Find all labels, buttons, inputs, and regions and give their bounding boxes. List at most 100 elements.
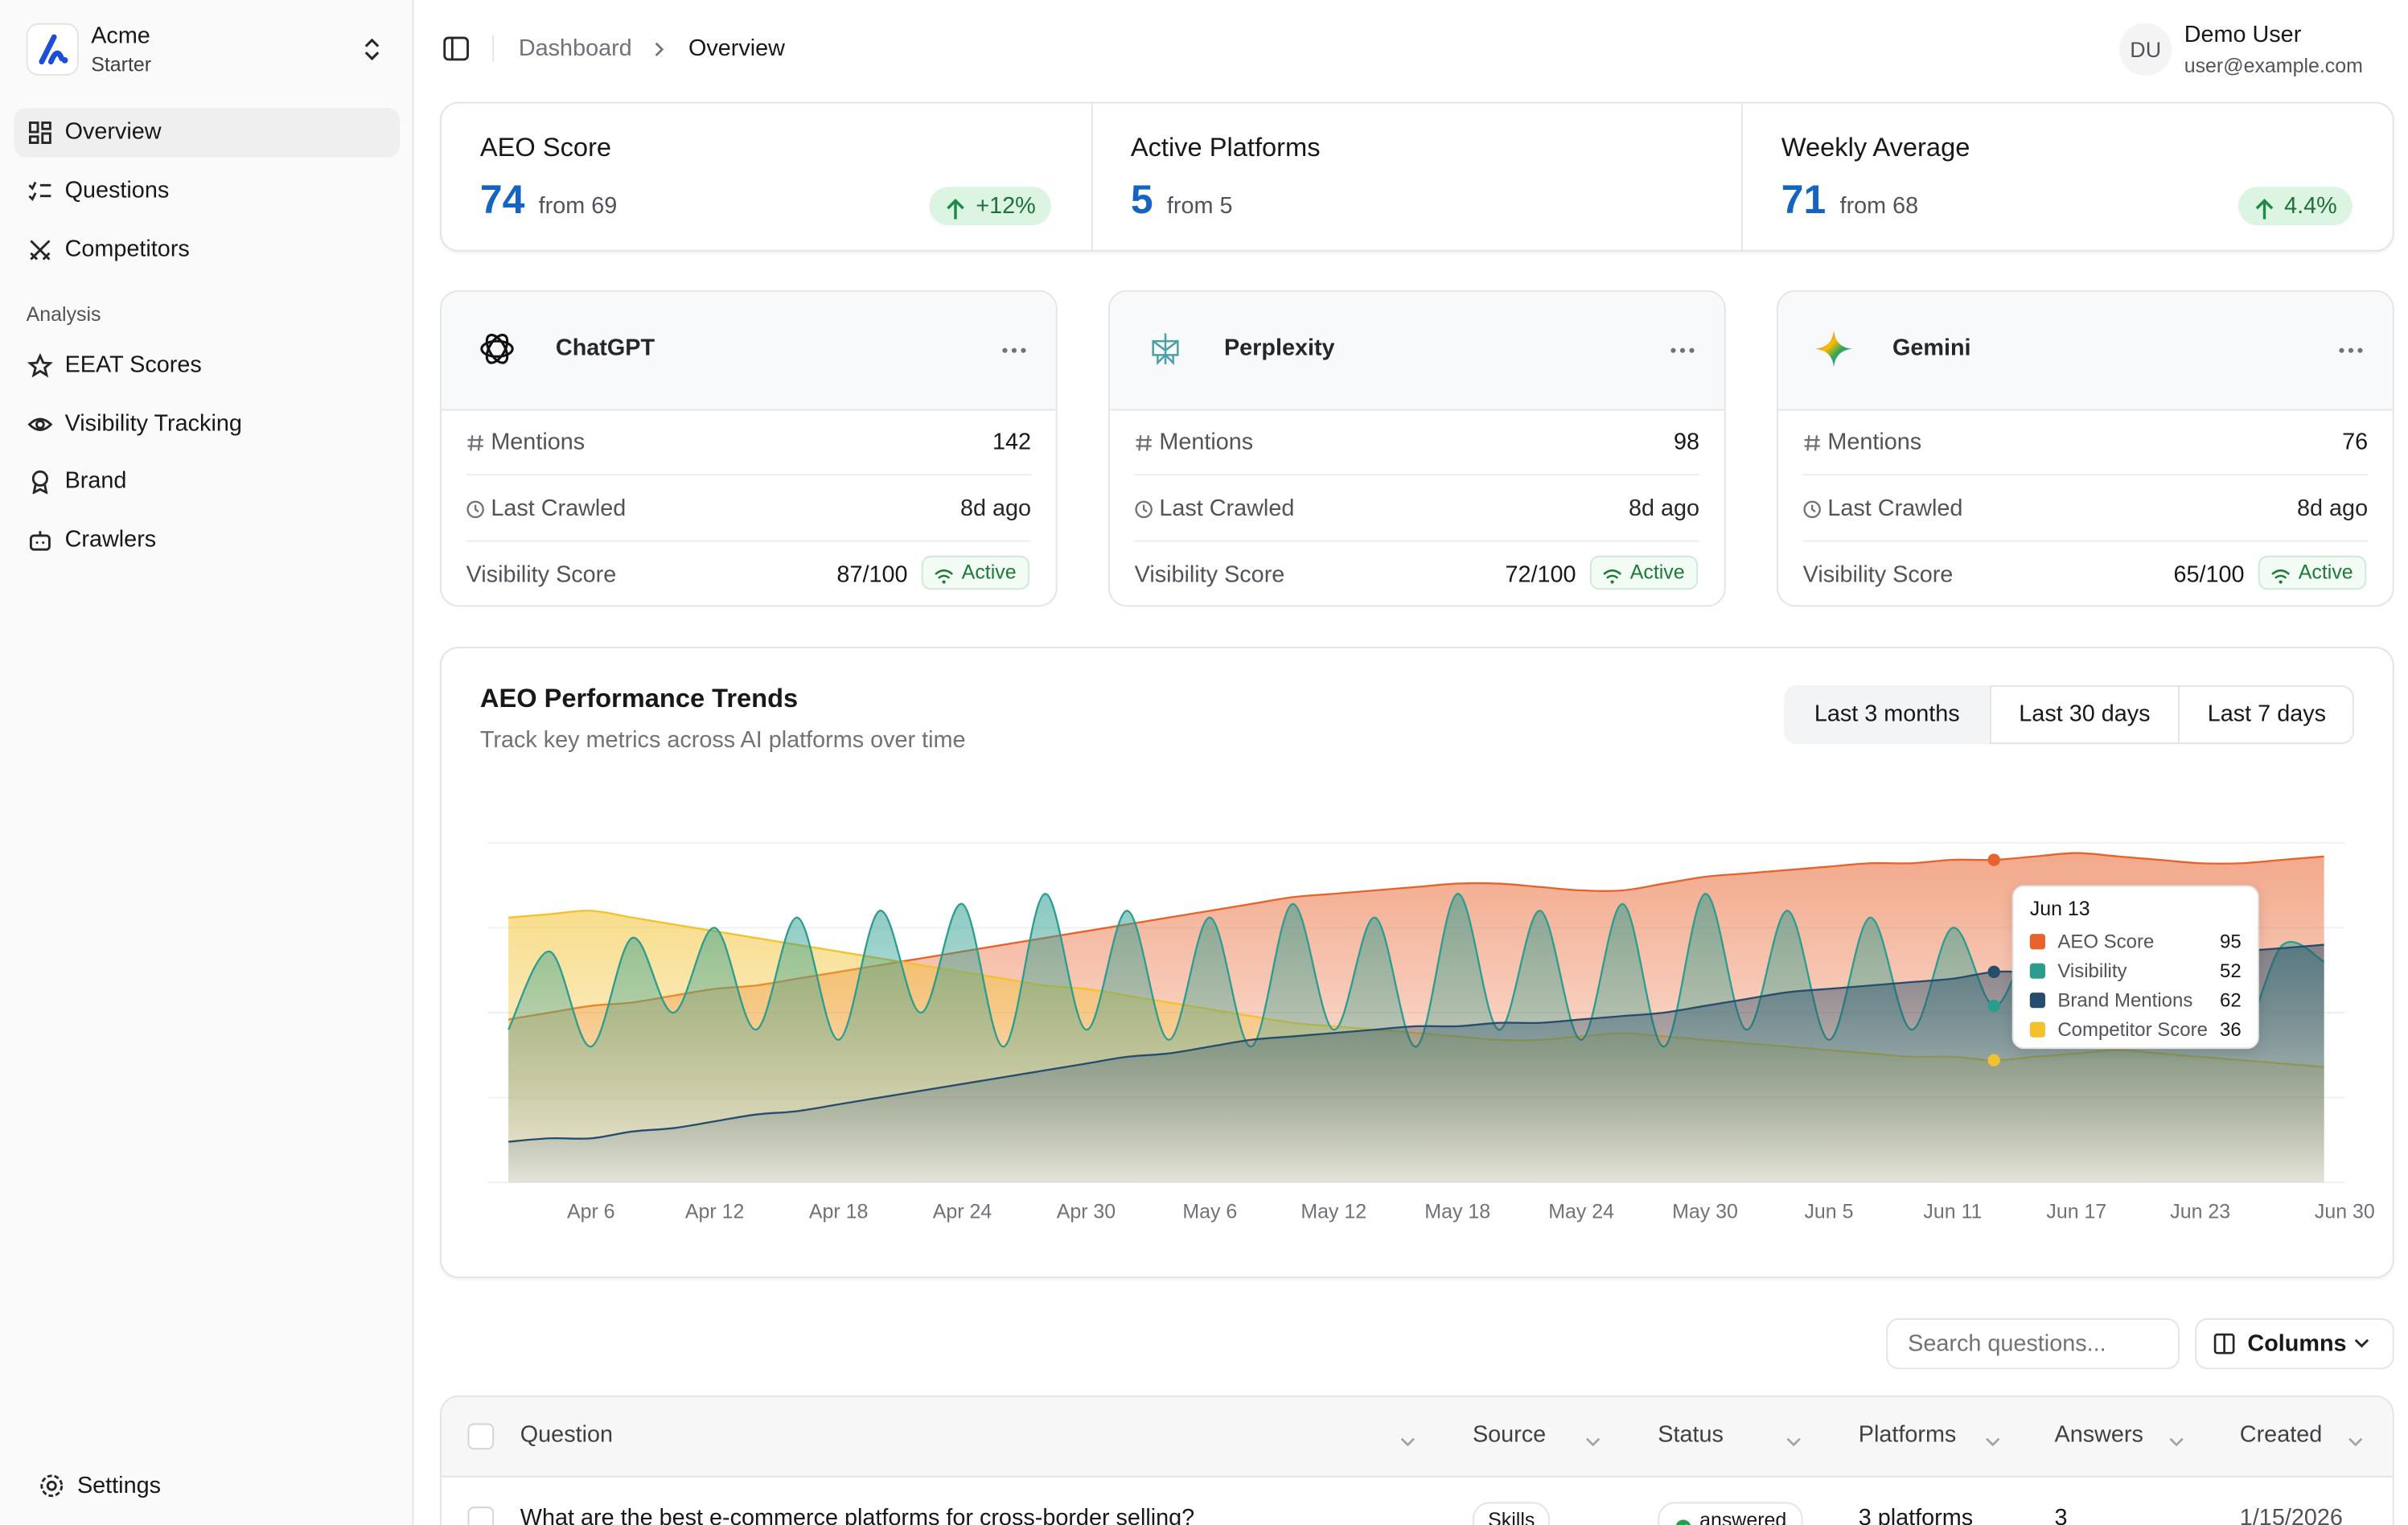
tooltip-series-name: Brand Mentions (2057, 989, 2192, 1011)
sort-chevron (1584, 1429, 1602, 1457)
sort-chevron (2168, 1429, 2186, 1457)
checkbox[interactable] (467, 1507, 495, 1525)
user-avatar[interactable]: DU (2119, 23, 2172, 76)
platform-logo (477, 329, 517, 376)
nav-item[interactable]: EEAT Scores (64, 351, 202, 379)
org-plan: Starter (91, 52, 152, 76)
stats-divider (1740, 103, 1743, 250)
table-header[interactable]: Created (2239, 1421, 2323, 1449)
platform-row-divider (466, 474, 1032, 476)
table-header[interactable]: Source (1472, 1421, 1547, 1449)
nav-icon (28, 179, 53, 212)
platform-header (1777, 291, 2393, 411)
stats-card (439, 101, 2394, 252)
trends-subtitle: Track key metrics across AI platforms ov… (479, 726, 966, 754)
tooltip-swatch (2029, 993, 2045, 1009)
mentions-icon-glyph (467, 435, 483, 451)
clock-icon-glyph (1135, 500, 1153, 519)
stat-label: Weekly Average (1781, 133, 1970, 162)
platform-card (1108, 290, 1726, 607)
platform-menu[interactable] (2337, 339, 2365, 368)
status-badge: answered (1658, 1502, 1804, 1525)
platform-row-divider (1802, 474, 2369, 476)
sort-chevron (1785, 1429, 1803, 1457)
platform-menu[interactable] (1669, 339, 1697, 368)
breadcrumb-chevron (655, 42, 664, 57)
platform-card (439, 290, 1058, 607)
series-area (508, 944, 2324, 1183)
stat-from: from 5 (1166, 192, 1233, 220)
mentions-icon (1135, 432, 1153, 460)
stat-value: 74 (479, 175, 525, 223)
search-input[interactable] (1886, 1318, 2180, 1370)
platform-card (1777, 290, 2394, 607)
user-name: Demo User (2184, 21, 2302, 48)
org-switch[interactable] (361, 37, 383, 62)
table-header[interactable]: Answers (2054, 1421, 2143, 1449)
x-tick-label: May 18 (1424, 1200, 1490, 1223)
arrow-up (2255, 199, 2273, 220)
checkbox[interactable] (467, 1423, 495, 1450)
table-header[interactable]: Question (520, 1421, 614, 1449)
sidebar-toggle[interactable] (443, 35, 470, 62)
tooltip-series-name: Competitor Score (2057, 1019, 2208, 1041)
x-tick-label: Jun 11 (1923, 1200, 1982, 1223)
platform-logo-glyph (1152, 333, 1179, 366)
wifi-icon (935, 569, 954, 584)
columns-button[interactable] (2195, 1318, 2394, 1370)
nav-icon-glyph (27, 352, 53, 378)
platform-name: ChatGPT (555, 335, 655, 362)
platform-row-label: Mentions (1827, 429, 1922, 456)
tooltip-swatch (2029, 963, 2045, 979)
tooltip-value: 95 (2220, 931, 2242, 952)
nav-icon-glyph (27, 417, 53, 431)
nav-icon-glyph (28, 181, 51, 202)
sidebar (0, 0, 414, 1525)
nav-item[interactable]: Crawlers (64, 526, 157, 553)
clock-icon (1135, 499, 1153, 527)
search-placeholder: Search questions... (1908, 1330, 2106, 1358)
platform-logo (1814, 329, 1854, 376)
nav-item[interactable]: Brand (64, 468, 127, 495)
answers-cell: 3 (2054, 1505, 2068, 1525)
nav-icon (27, 352, 53, 386)
sort-chevron-glyph (1786, 1437, 1801, 1447)
sort-chevron-glyph (1400, 1437, 1415, 1447)
mentions-icon-glyph (1136, 435, 1152, 451)
x-tick-label: Apr 30 (1057, 1200, 1116, 1223)
nav-item[interactable]: Questions (64, 177, 170, 204)
columns-chevron (2354, 1338, 2369, 1348)
nav-settings[interactable]: Settings (76, 1472, 161, 1499)
tooltip-dot (1987, 1054, 2000, 1067)
nav-icon (28, 238, 53, 270)
platform-last-crawled: 8d ago (960, 495, 1032, 522)
table-header[interactable]: Status (1658, 1421, 1724, 1449)
platform-menu[interactable] (1001, 339, 1029, 368)
range-button[interactable]: Last 3 months (1784, 685, 1990, 745)
x-tick-label: May 30 (1672, 1200, 1738, 1223)
columns-label: Columns (2247, 1330, 2347, 1358)
nav-item[interactable]: Competitors (64, 236, 190, 263)
columns-icon (2213, 1333, 2235, 1354)
org-logo[interactable] (26, 23, 79, 76)
platform-row-label: Last Crawled (1827, 495, 1963, 522)
range-button[interactable]: Last 7 days (2178, 685, 2354, 745)
range-button[interactable]: Last 30 days (1989, 685, 2178, 745)
table-header[interactable]: Platforms (1858, 1421, 1957, 1449)
nav-item[interactable]: Overview (64, 118, 162, 146)
stat-from: from 69 (538, 192, 618, 220)
platform-header (1109, 291, 1724, 411)
stat-value: 5 (1130, 175, 1153, 223)
question-text[interactable]: What are the best e-commerce platforms f… (520, 1505, 1195, 1525)
nav-active-bg (14, 108, 401, 158)
header-separator (492, 35, 495, 62)
platform-row-divider (466, 540, 1032, 542)
source-badge: Skills (1472, 1502, 1551, 1525)
wifi-icon (2271, 569, 2291, 584)
nav-item[interactable]: Visibility Tracking (64, 409, 242, 437)
tooltip-value: 36 (2220, 1019, 2242, 1041)
tooltip-date: Jun 13 (2030, 898, 2090, 920)
stat-label: AEO Score (479, 133, 612, 162)
breadcrumb-link[interactable]: Dashboard (518, 35, 632, 62)
x-tick-label: Jun 30 (2315, 1200, 2375, 1223)
